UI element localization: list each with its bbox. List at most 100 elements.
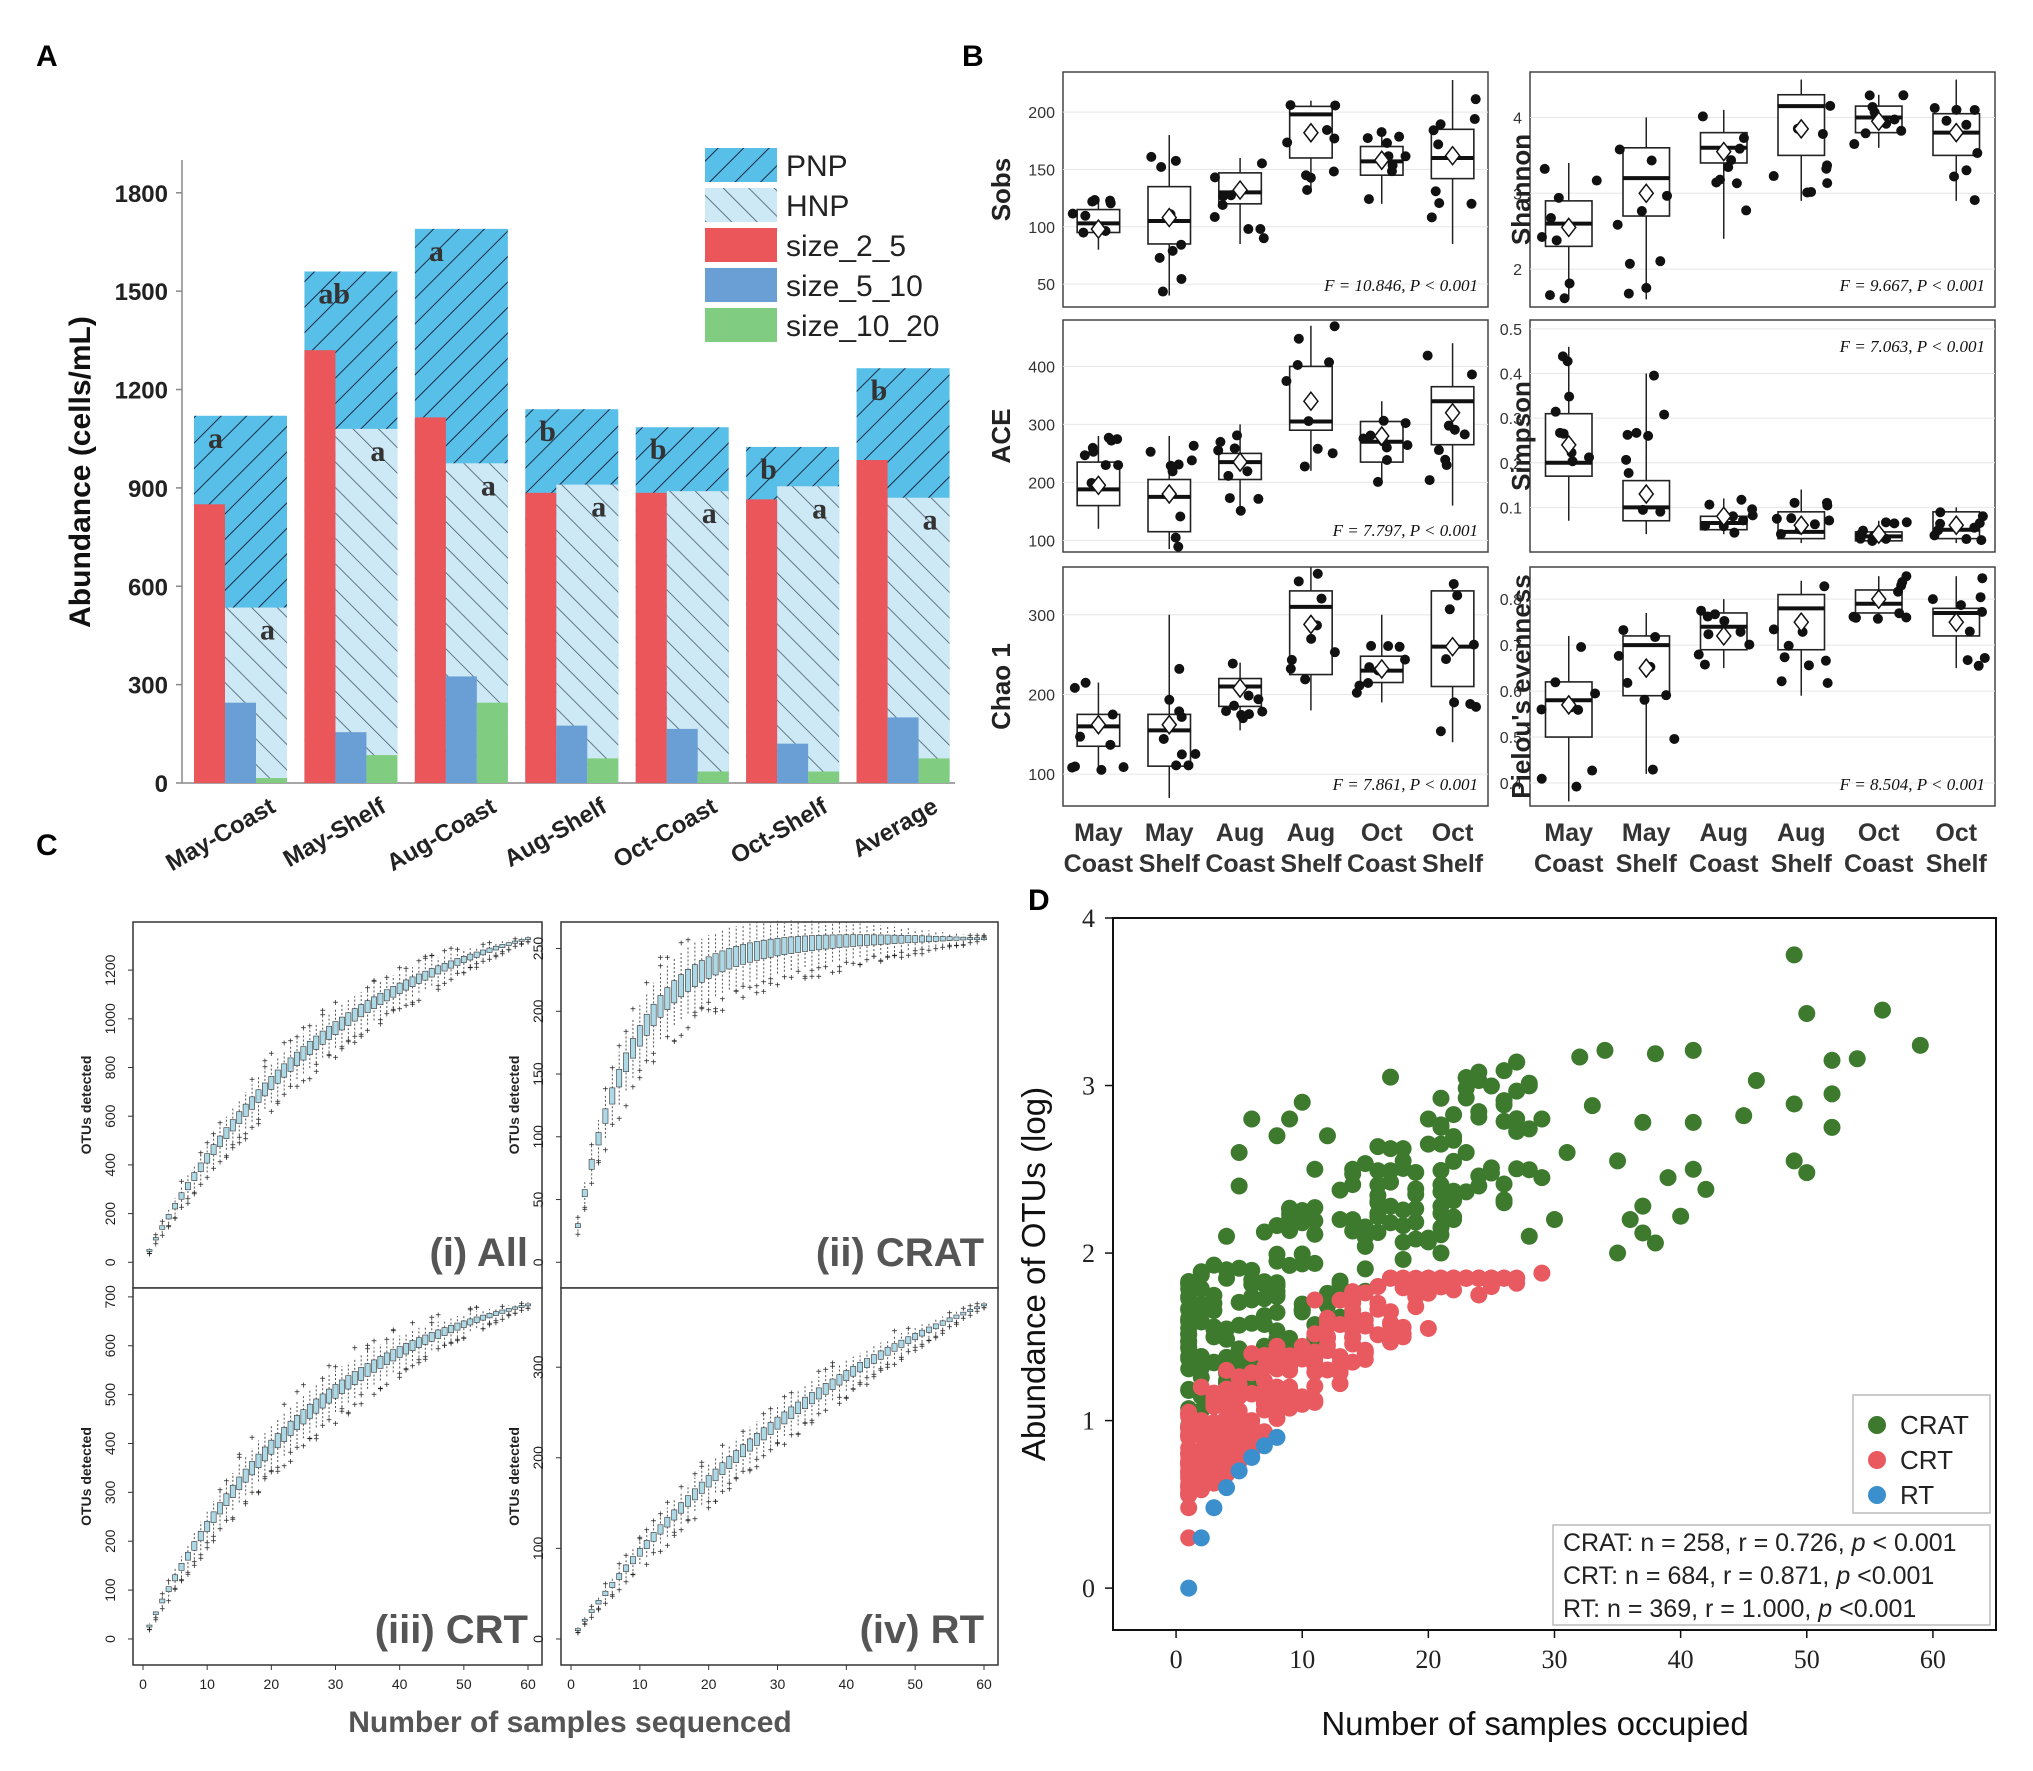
box [287,1420,294,1436]
outlier: + [761,978,767,989]
box [898,1339,905,1348]
data-point [1167,245,1178,256]
outlier: + [191,1189,197,1200]
outlier: + [333,1053,339,1064]
data-point [1631,427,1642,438]
outlier: + [487,955,493,966]
outlier: + [442,979,448,990]
outlier: + [429,951,435,962]
data-point [1281,1110,1299,1128]
data-point [1785,1152,1803,1170]
data-point [1641,282,1652,293]
box [671,980,678,1004]
y-axis-title: Abundance of OTUs (log) [1015,1087,1052,1461]
outlier: + [871,952,877,963]
outlier: + [974,931,980,942]
outlier: + [230,1515,236,1526]
data-point [1951,104,1962,115]
outlier: + [493,1319,499,1330]
outlier: + [602,1145,608,1156]
y-axis-title: ACE [986,409,1016,464]
y-axis-title: Sobs [986,158,1016,222]
outlier: + [236,1450,242,1461]
outlier: + [658,953,664,964]
data-point [1078,227,1089,238]
outlier: + [416,957,422,968]
y-tick-label: 0.6 [1500,684,1522,701]
data-point [1495,1269,1513,1287]
outlier: + [857,1378,863,1389]
box [313,1398,320,1414]
data-point [1221,706,1232,717]
outlier: + [871,1372,877,1383]
outlier: + [589,1141,595,1152]
data-point [1468,639,1479,650]
x-tick-label: 50 [456,1676,472,1692]
data-point [1482,1164,1500,1182]
data-point [1223,470,1234,481]
data-point [1281,1379,1299,1397]
outlier: + [179,1177,185,1188]
data-point [1893,586,1904,597]
data-point [1744,639,1755,650]
outlier: + [223,1516,229,1527]
box [191,1541,198,1551]
data-point [1889,518,1900,529]
x-tick-label: 10 [632,1676,648,1692]
box [836,934,843,948]
outlier: + [256,1487,262,1498]
data-point [1550,677,1561,688]
x-tick-label: 40 [392,1676,408,1692]
outlier: + [211,1164,217,1175]
outlier: + [435,985,441,996]
outlier: + [809,972,815,983]
group-label-bottom: Shelf [1280,850,1342,878]
outlier: + [795,967,801,978]
data-point [1684,1113,1702,1131]
data-point [1174,663,1185,674]
outlier: + [403,1365,409,1376]
stats-box [1552,1524,1991,1626]
outlier: + [288,1457,294,1468]
data-point [1096,764,1107,775]
data-point [1961,165,1972,176]
box [788,936,795,954]
data-point [1369,1138,1387,1156]
box [864,934,870,946]
data-point [1192,1266,1210,1284]
data-point [1255,1307,1273,1325]
size-10-20-bar [366,755,398,783]
box [719,950,726,973]
outlier: + [954,1318,960,1329]
box [210,1511,217,1523]
panel-label-d: D [1028,884,1050,917]
hnp-bar [777,486,840,783]
box [435,965,442,975]
mean-diamond [1948,515,1965,536]
mean-diamond [1870,111,1887,132]
box [664,987,671,1010]
outlier: + [706,1005,712,1016]
box [753,941,760,961]
data-point [1715,174,1726,185]
data-point [1621,1211,1639,1229]
box [919,1329,925,1337]
data-point [1661,690,1672,701]
outlier: + [422,1355,428,1366]
box [165,1586,172,1593]
outlier: + [429,1313,435,1324]
data-point [1256,158,1267,169]
outlier: + [919,945,925,956]
box [441,963,448,972]
data-point [1176,749,1187,760]
group-label-top: Aug [1216,819,1265,847]
data-point [1564,391,1575,402]
data-point [1356,1155,1374,1173]
box [274,1433,281,1449]
box [919,935,925,943]
outlier: + [678,938,684,949]
mean-diamond [1793,611,1810,633]
outlier: + [837,967,843,978]
outlier: + [461,1334,467,1345]
